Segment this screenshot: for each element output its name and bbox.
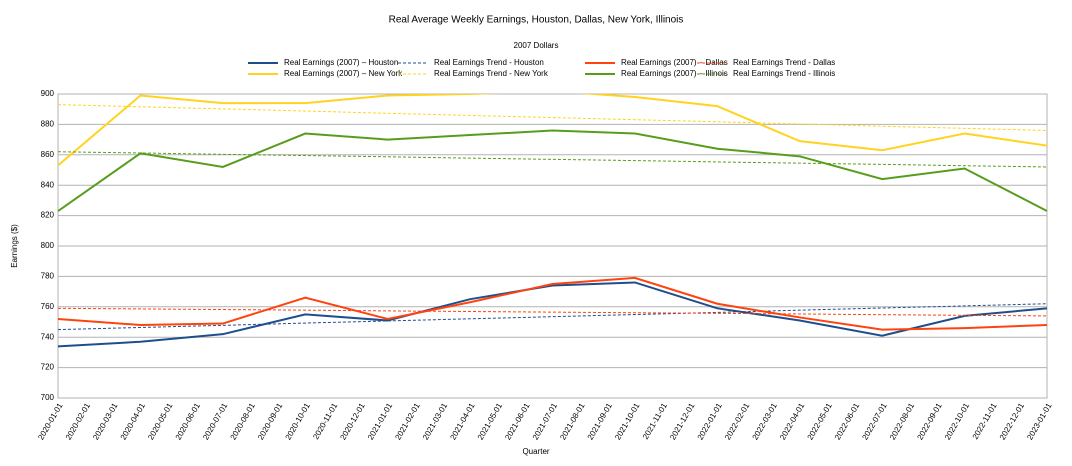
x-tick-label: 2020-08-01 (229, 401, 258, 441)
y-tick-label: 700 (41, 393, 55, 402)
x-tick-label: 2020-07-01 (201, 401, 230, 441)
x-tick-label: 2020-05-01 (146, 401, 175, 441)
legend-label: Real Earnings (2007) – New York (284, 69, 403, 78)
x-tick-label: 2022-02-01 (723, 401, 752, 441)
x-tick-label: 2020-01-01 (36, 401, 65, 441)
series-line (58, 281, 1047, 348)
y-tick-label: 840 (41, 180, 55, 189)
plot-lines (58, 94, 1047, 348)
chart-title: Real Average Weekly Earnings, Houston, D… (389, 15, 684, 26)
x-tick-label: 2020-10-01 (284, 401, 313, 441)
x-tick-label: 2021-01-01 (366, 401, 395, 441)
x-tick-label: 2021-04-01 (448, 401, 477, 441)
legend-label: Real Earnings Trend - New York (434, 69, 549, 78)
x-tick-label: 2021-02-01 (393, 401, 422, 441)
x-tick-label: 2020-03-01 (91, 401, 120, 441)
x-tick-label: 2023-01-01 (1025, 401, 1054, 441)
legend-label: Real Earnings (2007) – Illinois (621, 69, 728, 78)
x-tick-label: 2022-10-01 (943, 401, 972, 441)
x-tick-label: 2021-09-01 (586, 401, 615, 441)
x-tick-label: 2022-11-01 (971, 401, 999, 441)
legend-label: Real Earnings Trend - Illinois (733, 69, 835, 78)
x-tick-label: 2021-08-01 (558, 401, 587, 441)
x-tick-label: 2022-01-01 (696, 401, 725, 441)
x-tick-label: 2021-07-01 (531, 401, 560, 441)
x-tick-label: 2021-05-01 (476, 401, 505, 441)
x-tick-label: 2020-12-01 (338, 401, 367, 441)
x-tick-label: 2022-06-01 (833, 401, 862, 441)
y-axis-label: Earnings ($) (10, 224, 19, 268)
x-tick-label: 2022-05-01 (806, 401, 835, 441)
y-tick-label: 860 (41, 150, 55, 159)
series-line (58, 307, 1047, 317)
series-line (58, 94, 1047, 167)
x-tick-label: 2020-04-01 (119, 401, 148, 441)
chart-subtitle: 2007 Dollars (514, 41, 559, 50)
x-tick-label: 2020-06-01 (174, 401, 203, 441)
legend-label: Real Earnings Trend - Dallas (733, 58, 835, 67)
x-tick-label: 2022-07-01 (860, 401, 889, 441)
y-tick-label: 800 (41, 241, 55, 250)
y-tick-label: 780 (41, 272, 55, 281)
x-axis-label: Quarter (522, 447, 549, 456)
x-tick-label: 2021-12-01 (668, 401, 697, 441)
x-tick-label: 2020-11-01 (311, 401, 339, 441)
x-tick-label: 2022-12-01 (998, 401, 1027, 441)
x-tick-label: 2021-11-01 (641, 401, 669, 441)
x-tick-label: 2022-03-01 (751, 401, 780, 441)
x-tick-label: 2022-09-01 (915, 401, 944, 441)
series-line (58, 129, 1047, 212)
series-line (58, 104, 1047, 131)
legend-label: Real Earnings Trend - Houston (434, 58, 544, 67)
y-tick-label: 720 (41, 363, 55, 372)
y-tick-label: 760 (41, 302, 55, 311)
y-tick-label: 820 (41, 211, 55, 220)
x-tick-label: 2021-10-01 (613, 401, 642, 441)
x-tick-label: 2022-08-01 (888, 401, 917, 441)
x-tick-label: 2020-02-01 (64, 401, 93, 441)
series-line (58, 276, 1047, 331)
series-line (58, 303, 1047, 331)
legend-label: Real Earnings (2007) – Houston (284, 58, 398, 67)
y-tick-label: 880 (41, 120, 55, 129)
x-tick-label: 2020-09-01 (256, 401, 285, 441)
y-tick-label: 740 (41, 332, 55, 341)
x-tick-label: 2021-06-01 (503, 401, 532, 441)
x-tick-label: 2022-04-01 (778, 401, 807, 441)
x-tick-label: 2021-03-01 (421, 401, 450, 441)
legend-label: Real Earnings (2007) – Dallas (621, 58, 728, 67)
y-tick-label: 900 (41, 89, 55, 98)
